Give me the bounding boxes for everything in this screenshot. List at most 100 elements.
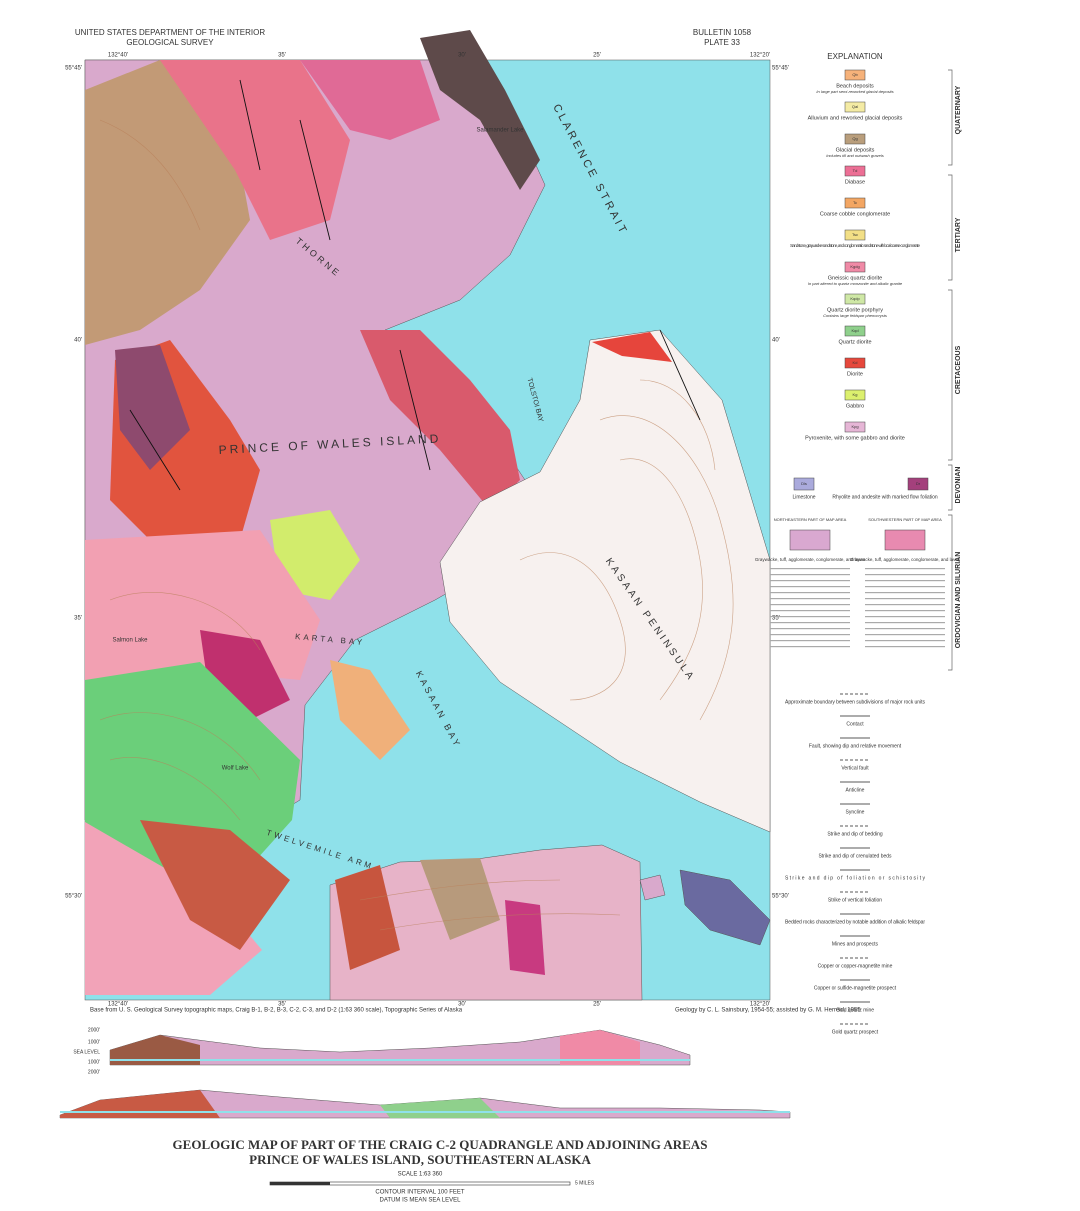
section-b: [60, 1090, 220, 1118]
scale-unit: 5 MILES: [575, 1180, 595, 1186]
text-block: [770, 568, 850, 570]
unit-code: Kg: [853, 392, 858, 397]
scale: SCALE 1:63 360: [398, 1172, 443, 1178]
unit-code: Td: [853, 168, 858, 173]
island: [639, 874, 666, 901]
contour: [99, 119, 621, 931]
unit-code: Tsc: [852, 232, 858, 237]
legend-swatch: [844, 229, 866, 241]
unit-label: Beach deposits: [836, 83, 874, 89]
unit-label: Pyroxenite, with some gabbro and diorite: [805, 435, 905, 441]
unit-label: Gabbro: [846, 403, 864, 409]
unit-note: In part altered to quartz monzonite and …: [808, 281, 903, 286]
unit-label: Glacial deposits: [836, 147, 875, 153]
legend-swatch: [844, 357, 866, 369]
agency: GEOLOGICAL SURVEY: [126, 38, 214, 47]
credit: Geology by C. L. Sainsbury, 1954-55; ass…: [675, 1008, 861, 1014]
datum: DATUM IS MEAN SEA LEVEL: [380, 1198, 462, 1204]
text-block: [770, 628, 850, 630]
unit-label: Sandstone, graywacke sandstone, and cong…: [790, 243, 920, 248]
symbol-label: Strike and dip of bedding: [827, 831, 883, 837]
land: [330, 660, 410, 760]
symbol-label: Gold quartz mine: [836, 1007, 874, 1013]
legend-swatch: [907, 477, 929, 491]
text-block: [865, 580, 945, 582]
section-level: SEA LEVEL: [73, 1049, 100, 1055]
map: [84, 30, 771, 1001]
text-block: [770, 640, 850, 642]
symbol-label: Copper or copper-magnetite mine: [818, 963, 893, 969]
symbol-label: Syncline: [846, 809, 865, 815]
text-block: [865, 646, 945, 648]
unit-label: Graywacke, tuff, agglomerate, conglomera…: [755, 557, 866, 562]
land: [115, 345, 190, 470]
unit-note: Includes till and outwash gravels: [826, 153, 884, 158]
text-block: [865, 574, 945, 576]
symbol-label: Contact: [846, 721, 864, 727]
longitude: 35': [278, 1002, 286, 1008]
symbol-label: Fault, showing dip and relative movement: [809, 743, 902, 749]
place-label: Salamander Lake: [476, 128, 524, 134]
age: QUATERNARY: [955, 85, 962, 134]
text-block: [770, 592, 850, 594]
text-block: [770, 604, 850, 606]
text-block: [865, 586, 945, 588]
land: [85, 822, 262, 995]
land: [420, 858, 500, 940]
longitude: 30': [458, 1002, 466, 1008]
unit-code: Tc: [853, 200, 857, 205]
age-bracket: [948, 69, 953, 671]
unit-code: Kqd: [851, 328, 858, 333]
legend-swatch: [844, 165, 866, 177]
symbol-label: Bedded rocks characterized by notable ad…: [785, 919, 925, 925]
contour-interval: CONTOUR INTERVAL 100 FEET: [375, 1190, 464, 1196]
text-block: [770, 580, 850, 582]
plate: PLATE 33: [704, 38, 740, 47]
latitude: 55°30': [772, 894, 789, 900]
unit-label: Quartz diorite porphyry: [827, 307, 883, 313]
unit-code: Dls: [801, 481, 807, 486]
age: ORDOVICIAN AND SILURIAN: [955, 552, 962, 649]
unit-code: Kpg: [851, 424, 858, 429]
latitude: 35': [74, 616, 82, 622]
legend-swatch: [844, 293, 866, 305]
text-block: [865, 568, 945, 570]
text-block: [770, 586, 850, 588]
unit-label: Graywacke, tuff, agglomerate, conglomera…: [850, 557, 961, 562]
unit-note: In large part semi-reworked glacial depo…: [816, 89, 893, 94]
symbol-label: Strike and dip of foliation or schistosi…: [785, 875, 926, 881]
latitude: 55°45': [65, 66, 82, 72]
unit-code: Qb: [852, 72, 858, 77]
text-block: [770, 634, 850, 636]
text-block: [770, 574, 850, 576]
text-block: [865, 634, 945, 636]
land: [335, 865, 400, 970]
unit-code: Qg: [852, 136, 857, 141]
text-block: [865, 616, 945, 618]
unit-label: Coarse cobble conglomerate: [820, 211, 890, 217]
bulletin: BULLETIN 1058: [693, 28, 752, 37]
unit-label: Quartz diorite: [838, 339, 871, 345]
symbol-label: Copper or sulfide-magnetite prospect: [814, 985, 897, 991]
section-b: [380, 1098, 500, 1118]
section-a: [110, 1035, 200, 1065]
symbol-label: Strike and dip of crenulated beds: [818, 853, 892, 859]
land: [300, 60, 440, 140]
legend-swatch: [844, 325, 866, 337]
section-level: 2000': [88, 1069, 100, 1075]
section-a: [560, 1030, 640, 1065]
title: PRINCE OF WALES ISLAND, SOUTHEASTERN ALA…: [249, 1152, 591, 1167]
latitude: 35': [772, 616, 780, 622]
symbol-label: Mines and prospects: [832, 941, 879, 947]
fault: [129, 79, 701, 491]
agency: UNITED STATES DEPARTMENT OF THE INTERIOR: [75, 28, 265, 37]
place-label: Wolf Lake: [222, 766, 249, 772]
longitude: 132°40': [108, 1002, 128, 1008]
place-label: Salmon Lake: [112, 638, 148, 644]
text-block: [865, 592, 945, 594]
longitude: 132°40': [108, 53, 128, 59]
legend-swatch: [884, 529, 926, 551]
text-block: [865, 622, 945, 624]
age: CRETACEOUS: [955, 345, 962, 394]
